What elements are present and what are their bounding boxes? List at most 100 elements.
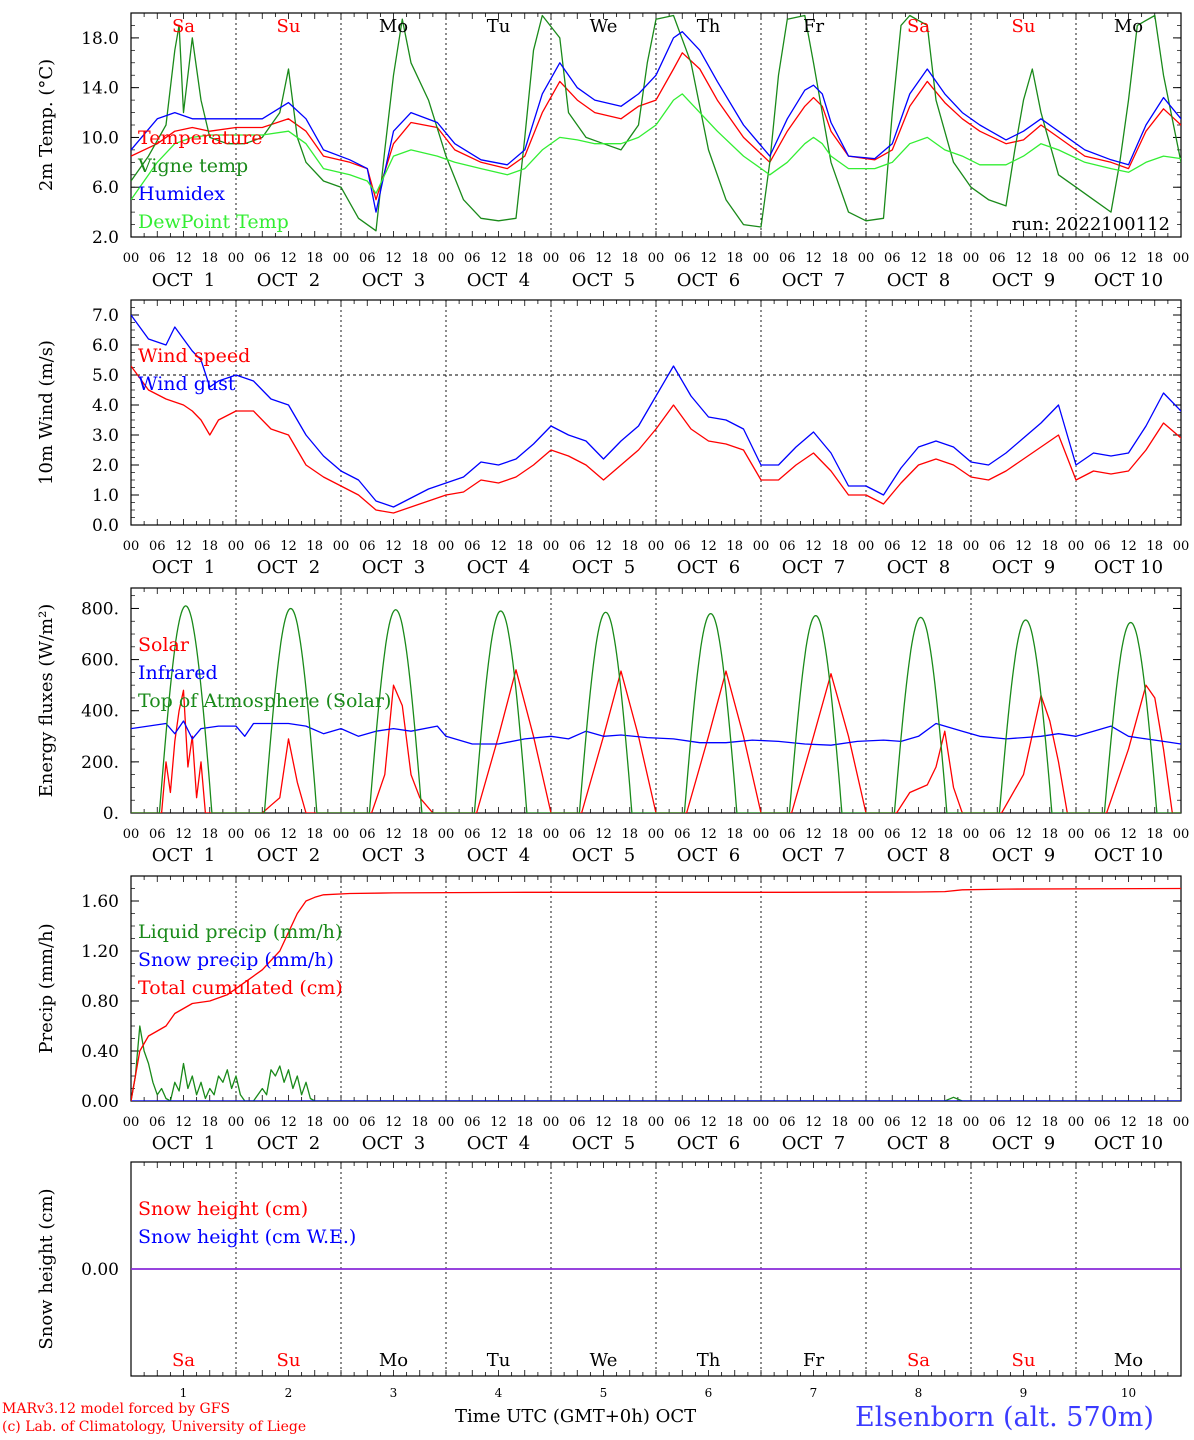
- day-number-label: 5: [600, 1386, 608, 1400]
- y-tick-label: 600.: [81, 651, 119, 671]
- legend-entry: Solar: [138, 634, 190, 656]
- hour-label: 18: [621, 1115, 638, 1130]
- hour-label: 06: [569, 1115, 586, 1130]
- hour-label: 18: [201, 251, 218, 266]
- day-number-label: 3: [390, 1386, 398, 1400]
- date-label: OCT 9: [992, 845, 1055, 866]
- hour-label: 06: [989, 827, 1006, 842]
- hour-label: 06: [884, 251, 901, 266]
- hour-label: 12: [1015, 539, 1032, 554]
- hour-label: 18: [621, 827, 638, 842]
- hour-label: 18: [516, 539, 533, 554]
- date-label: OCT 4: [467, 270, 530, 291]
- hour-label: 06: [779, 1115, 796, 1130]
- hour-label: 00: [648, 251, 665, 266]
- hour-label: 18: [411, 251, 428, 266]
- date-label: OCT 7: [782, 1133, 845, 1154]
- hour-label: 06: [1094, 1115, 1111, 1130]
- hour-label: 18: [411, 1115, 428, 1130]
- hour-label: 00: [1068, 827, 1085, 842]
- hour-label: 00: [333, 539, 350, 554]
- hour-label: 12: [1120, 1115, 1137, 1130]
- date-label: OCT 2: [257, 1133, 320, 1154]
- series-line-wind-speed: [131, 365, 1181, 514]
- hour-label: 00: [753, 1115, 770, 1130]
- hour-label: 12: [175, 1115, 192, 1130]
- hour-label: 12: [490, 251, 507, 266]
- date-label: OCT 3: [362, 845, 425, 866]
- hour-label: 18: [831, 251, 848, 266]
- date-label: OCT 3: [362, 1133, 425, 1154]
- hour-label: 06: [464, 1115, 481, 1130]
- hour-label: 06: [989, 539, 1006, 554]
- hour-label: 18: [516, 827, 533, 842]
- date-label: OCT 1: [152, 845, 215, 866]
- hour-label: 06: [569, 251, 586, 266]
- date-label: OCT 6: [677, 557, 740, 578]
- date-label: OCT 8: [887, 270, 950, 291]
- day-number-label: 6: [705, 1386, 713, 1400]
- x-axis-label: Time UTC (GMT+0h): [455, 1406, 650, 1427]
- date-label: OCT 4: [467, 557, 530, 578]
- hour-label: 00: [438, 1115, 455, 1130]
- hour-label: 18: [1146, 1115, 1163, 1130]
- hour-label: 00: [123, 1115, 140, 1130]
- hour-label: 18: [201, 539, 218, 554]
- hour-label: 06: [254, 1115, 271, 1130]
- hour-label: 18: [936, 539, 953, 554]
- panel-energy: 0. 200. 400. 600. 800. Energy fluxes (W/m²) So…: [36, 587, 1189, 866]
- hour-label: 12: [700, 251, 717, 266]
- hour-label: 12: [700, 827, 717, 842]
- legend-entry: Wind speed: [138, 345, 250, 367]
- y-tick-label: 3.0: [92, 426, 119, 446]
- panel-wind: 0.0 1.0 2.0 3.0 4.0 5.0 6.0 7.0 10m Wind (m/s) Wi…: [36, 299, 1189, 578]
- y-tick-label: 1.0: [92, 486, 119, 506]
- date-label: OCT 4: [467, 845, 530, 866]
- hour-label: 18: [1041, 1115, 1058, 1130]
- day-of-week-label: Fr: [803, 16, 824, 37]
- hour-label: 12: [280, 827, 297, 842]
- hour-label: 06: [674, 251, 691, 266]
- day-of-week-label: Fr: [803, 1350, 824, 1371]
- day-number-label: 1: [180, 1386, 188, 1400]
- hour-label: 00: [228, 1115, 245, 1130]
- hour-label: 00: [963, 827, 980, 842]
- date-label: OCT 5: [572, 1133, 635, 1154]
- hour-label: 00: [438, 539, 455, 554]
- date-label: OCT 10: [1094, 1133, 1163, 1154]
- hour-label: 06: [884, 539, 901, 554]
- legend-entry: DewPoint Temp: [138, 211, 289, 233]
- hour-label: 12: [490, 827, 507, 842]
- hour-label: 06: [989, 251, 1006, 266]
- y-tick-label: 18.0: [81, 29, 119, 49]
- date-label: OCT 5: [572, 845, 635, 866]
- y-tick-label: 1.20: [81, 942, 119, 962]
- hour-label: 18: [516, 1115, 533, 1130]
- hour-label: 18: [621, 251, 638, 266]
- date-label: OCT 7: [782, 845, 845, 866]
- hour-label: 00: [543, 827, 560, 842]
- series-group: [131, 605, 1181, 813]
- date-label: OCT 2: [257, 845, 320, 866]
- date-label: OCT 2: [257, 557, 320, 578]
- hour-label: 00: [123, 827, 140, 842]
- series-line-infrared: [131, 720, 1181, 746]
- y-tick-label: 5.0: [92, 366, 119, 386]
- series-group: [131, 314, 1181, 514]
- hour-label: 18: [831, 1115, 848, 1130]
- day-of-week-label: Th: [697, 16, 721, 37]
- hour-label: 18: [726, 539, 743, 554]
- hour-label: 06: [884, 827, 901, 842]
- series-line-liquid-precip-mm-h-: [131, 1025, 1181, 1101]
- hour-label: 00: [963, 539, 980, 554]
- series-line-vigne-temp: [131, 14, 1181, 232]
- hour-label: 12: [280, 539, 297, 554]
- hour-label: 18: [831, 827, 848, 842]
- hour-label: 12: [910, 539, 927, 554]
- y-tick-label: 0.80: [81, 992, 119, 1012]
- hour-label: 00: [333, 251, 350, 266]
- day-of-week-label: Tu: [487, 1350, 511, 1371]
- date-label: OCT 6: [677, 270, 740, 291]
- day-of-week-label: Mo: [379, 16, 408, 37]
- hour-label: 06: [464, 251, 481, 266]
